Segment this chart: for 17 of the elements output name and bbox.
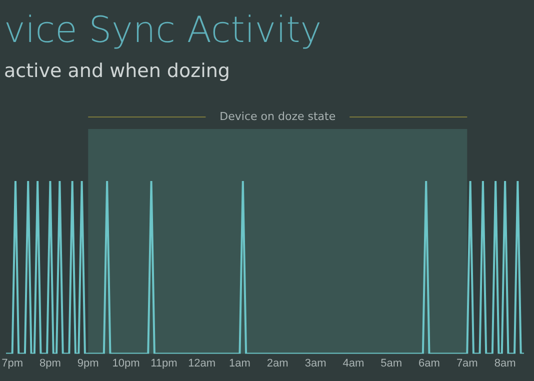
x-tick-label: 3am [304, 357, 326, 370]
x-tick-label: 8pm [40, 357, 61, 370]
x-tick-label: 1am [229, 357, 250, 370]
x-tick-label: 2am [266, 357, 288, 370]
x-tick-label: 7pm [2, 357, 24, 370]
x-tick-label: 10pm [112, 357, 140, 370]
x-tick-label: 5am [380, 357, 402, 370]
x-tick-label: 6am [418, 357, 440, 370]
x-tick-label: 12am [188, 357, 216, 370]
chart-title: vice Sync Activity [4, 10, 322, 51]
x-tick-label: 4am [342, 357, 364, 370]
x-tick-label: 9pm [77, 357, 99, 370]
x-tick-label: 8am [494, 357, 516, 370]
band-label: Device on doze state [220, 110, 336, 123]
x-tick-label: 7am [456, 357, 478, 370]
x-tick-label: 11pm [150, 357, 178, 370]
chart-subtitle: active and when dozing [4, 60, 230, 82]
